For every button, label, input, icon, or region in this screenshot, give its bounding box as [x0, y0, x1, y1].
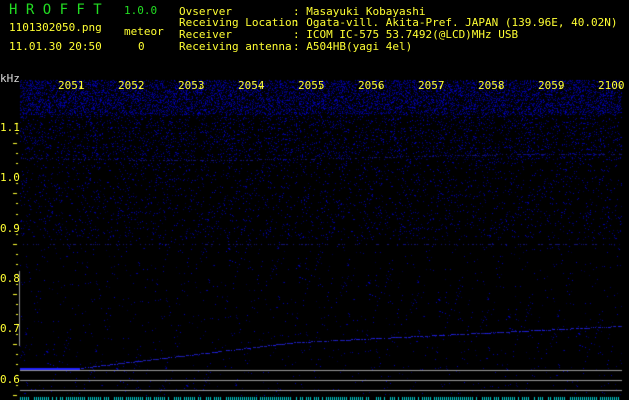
info-label: Ovserver [179, 5, 232, 18]
time-label: 2054 [238, 79, 265, 92]
app-version: 1.0.0 [124, 4, 158, 17]
time-label: 2056 [358, 79, 385, 92]
time-label: 2051 [58, 79, 85, 92]
filename: 1101302050.png [9, 21, 102, 34]
info-value: : Masayuki Kobayashi [293, 5, 426, 18]
meteor-label: meteor [124, 25, 164, 38]
time-label: 2058 [478, 79, 505, 92]
time-label: 2057 [418, 79, 445, 92]
time-label: 2052 [118, 79, 145, 92]
freq-label: 0.6 [0, 372, 20, 386]
freq-label: 1.0 [0, 171, 20, 185]
unit-label: kHz [0, 72, 20, 85]
freq-label: 1.1 [0, 121, 20, 134]
info-label: Receiving Location [179, 16, 299, 29]
freq-label: 0.7 [0, 322, 20, 336]
freq-label: 0.9 [0, 221, 20, 235]
app-title: H R O F F T [9, 2, 102, 18]
info-value: : Ogata-vill. Akita-Pref. JAPAN (139.96E… [293, 16, 618, 29]
info-value: : ICOM IC-575 53.7492(@LCD)MHz USB [293, 28, 519, 41]
info-label: Receiver [179, 28, 232, 41]
time-label: 2100 [598, 79, 625, 92]
time-label: 2059 [538, 79, 565, 92]
datetime: 11.01.30 20:50 [9, 40, 102, 53]
freq-label: 0.8 [0, 271, 20, 285]
meteor-count: 0 [138, 40, 145, 53]
time-label: 2055 [298, 79, 325, 92]
info-value: : A504HB(yagi 4el) [293, 40, 413, 53]
time-label: 2053 [178, 79, 205, 92]
info-label: Receiving antenna [179, 40, 292, 53]
